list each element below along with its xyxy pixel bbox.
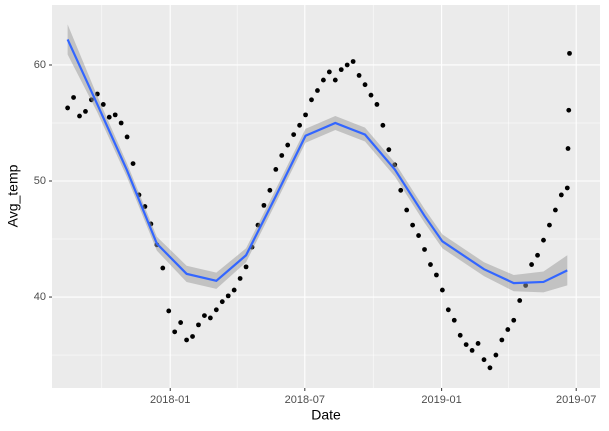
point [374,102,380,107]
point [481,357,487,363]
point [547,222,552,228]
point [190,334,195,339]
point [320,77,326,83]
point [196,322,201,328]
point [416,233,421,238]
x-tick-label: 2018-01 [150,394,190,406]
point [83,108,88,114]
point [160,265,166,271]
point [172,329,178,335]
point [332,77,338,83]
point [422,247,427,252]
point [368,92,374,98]
point [273,167,279,172]
point [315,88,320,93]
point [166,308,172,314]
point [445,307,451,313]
point [219,299,225,305]
point [541,237,546,243]
point [552,207,558,213]
point [326,69,332,75]
point [451,317,457,323]
point [463,342,469,348]
y-axis-title: Avg_temp [5,164,21,227]
point [184,337,189,343]
point [106,114,112,120]
x-axis-title: Date [311,407,341,423]
point [231,287,237,293]
point [71,95,76,100]
point [261,202,267,208]
x-tick-label: 2019-01 [421,394,461,406]
point [475,341,481,346]
point [267,187,273,193]
point [350,59,356,64]
point [297,122,303,128]
point [493,352,499,358]
point [225,293,231,299]
point [65,105,71,111]
point [130,161,136,167]
point [564,185,570,191]
point [124,134,130,140]
point [279,153,285,158]
point [386,147,392,153]
point [566,107,572,113]
point [380,122,386,128]
point [213,307,219,313]
point [243,264,249,270]
y-tick-label: 40 [34,291,46,303]
point [285,142,291,148]
point [511,317,517,323]
point [112,112,118,118]
point [338,67,344,73]
point [517,298,523,303]
point [535,252,540,258]
point [434,272,439,278]
point [428,262,433,267]
point [291,132,297,138]
point [469,348,475,353]
point [309,97,314,103]
point [404,207,410,213]
y-tick-label: 50 [34,175,46,187]
point [77,113,82,119]
point [487,365,493,371]
point [410,222,416,228]
point [202,313,207,319]
x-tick-label: 2018-07 [285,394,325,406]
point [439,287,445,293]
point [303,112,308,118]
point [178,320,184,325]
point [207,315,213,321]
point [237,276,243,281]
point [457,332,463,338]
plot-panel [52,5,600,388]
point [499,337,505,343]
point [398,187,404,193]
x-tick-label: 2019-07 [556,394,596,406]
point [356,73,362,78]
point [565,146,571,151]
point [118,120,124,126]
smooth-line [66,39,568,285]
point [362,82,368,88]
point [344,62,350,68]
point [505,327,511,332]
point [567,50,572,56]
y-tick-label: 60 [34,59,46,71]
point [100,102,106,107]
point [529,262,534,267]
point [558,192,564,198]
